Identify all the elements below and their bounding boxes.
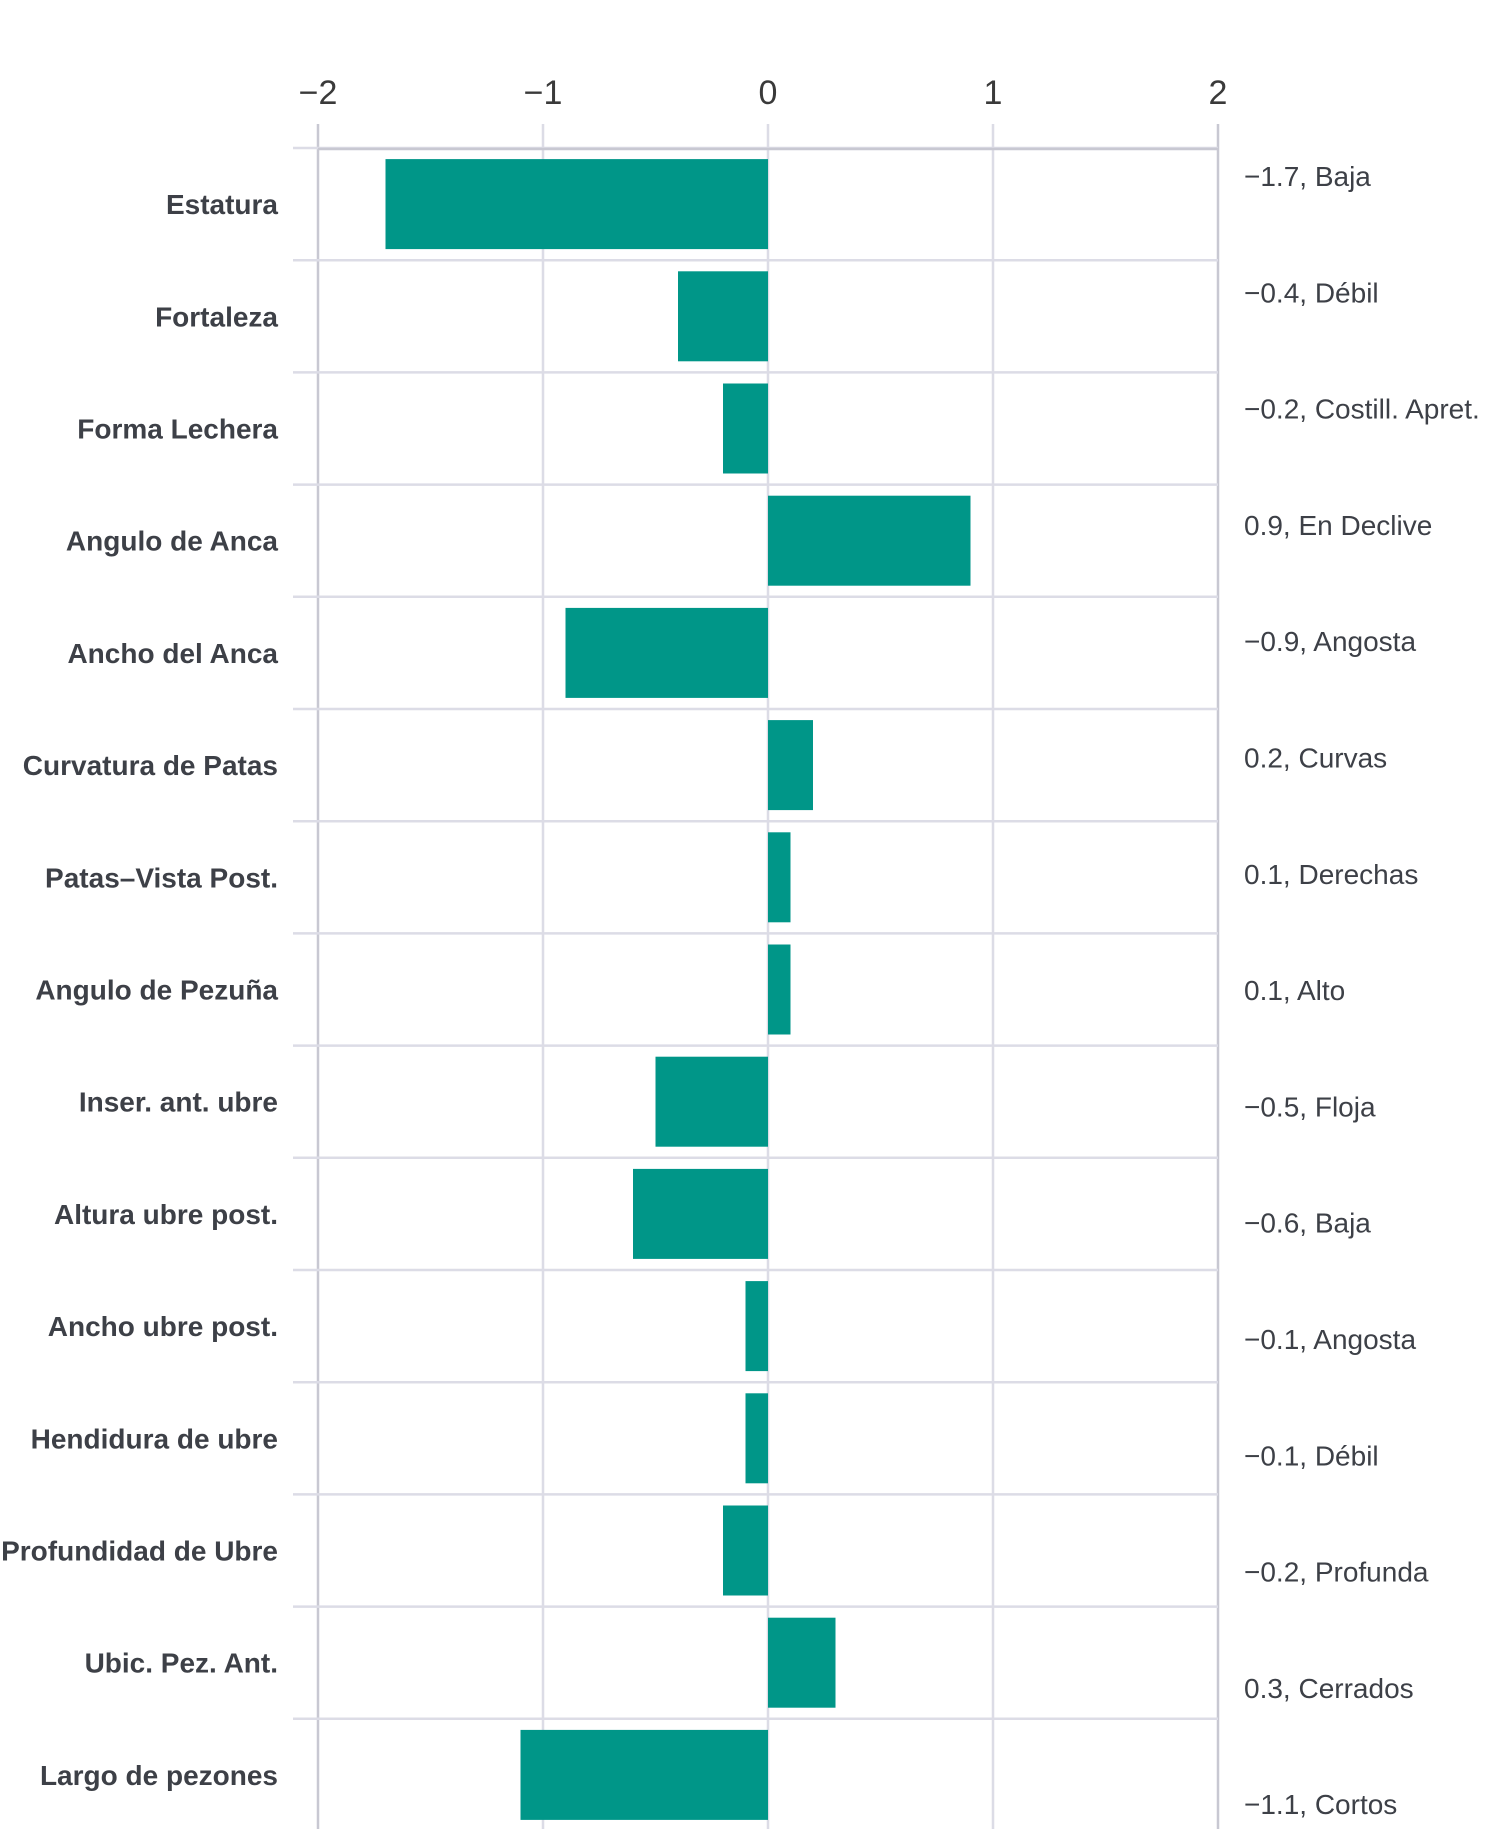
category-label-7: Angulo de Pezuña bbox=[35, 975, 278, 1006]
x-tick-label-1: −1 bbox=[524, 74, 563, 112]
value-label-0: −1.7, Baja bbox=[1244, 161, 1371, 192]
category-label-9: Altura ubre post. bbox=[54, 1199, 278, 1230]
category-label-5: Curvatura de Patas bbox=[23, 750, 278, 781]
value-label-6: 0.1, Derechas bbox=[1244, 859, 1418, 890]
bar-11 bbox=[745, 1393, 768, 1484]
value-label-3: 0.9, En Declive bbox=[1244, 510, 1432, 541]
value-label-2: −0.2, Costill. Apret. bbox=[1244, 394, 1480, 425]
value-label-5: 0.2, Curvas bbox=[1244, 743, 1387, 774]
bar-10 bbox=[745, 1281, 768, 1372]
category-label-11: Hendidura de ubre bbox=[31, 1423, 278, 1454]
value-label-9: −0.6, Baja bbox=[1244, 1208, 1371, 1239]
x-tick-label-4: 2 bbox=[1209, 74, 1228, 112]
bar-0 bbox=[385, 159, 768, 250]
bars-layer bbox=[385, 159, 971, 1820]
bar-13 bbox=[768, 1617, 836, 1708]
category-label-6: Patas–Vista Post. bbox=[45, 862, 278, 893]
value-label-4: −0.9, Angosta bbox=[1244, 626, 1416, 657]
category-label-1: Fortaleza bbox=[155, 301, 278, 332]
x-tick-label-3: 1 bbox=[984, 74, 1003, 112]
x-tick-label-0: −2 bbox=[299, 74, 338, 112]
value-label-11: −0.1, Débil bbox=[1244, 1440, 1379, 1471]
bar-4 bbox=[565, 607, 768, 698]
value-label-7: 0.1, Alto bbox=[1244, 975, 1345, 1006]
bar-1 bbox=[678, 271, 768, 362]
bar-7 bbox=[768, 944, 791, 1035]
value-label-1: −0.4, Débil bbox=[1244, 277, 1379, 308]
value-label-8: −0.5, Floja bbox=[1244, 1091, 1376, 1122]
category-label-12: Profundidad de Ubre bbox=[1, 1536, 278, 1567]
bar-6 bbox=[768, 832, 791, 923]
bar-12 bbox=[723, 1505, 768, 1596]
category-label-0: Estatura bbox=[166, 189, 278, 220]
category-label-14: Largo de pezones bbox=[40, 1760, 278, 1791]
bar-2 bbox=[723, 383, 768, 474]
category-label-2: Forma Lechera bbox=[77, 414, 278, 445]
category-label-8: Inser. ant. ubre bbox=[79, 1087, 278, 1118]
value-label-10: −0.1, Angosta bbox=[1244, 1324, 1416, 1355]
labels-layer: −2 −1 0 1 2 Estatura −1.7, Baja Fortaleza −0.4, … bbox=[1, 74, 1480, 1820]
bar-9 bbox=[633, 1168, 768, 1259]
bar-8 bbox=[655, 1056, 768, 1147]
bar-3 bbox=[768, 495, 971, 586]
category-label-3: Angulo de Anca bbox=[66, 526, 279, 557]
bar-5 bbox=[768, 720, 813, 811]
x-tick-label-2: 0 bbox=[759, 74, 778, 112]
value-label-14: −1.1, Cortos bbox=[1244, 1789, 1397, 1820]
category-label-10: Ancho ubre post. bbox=[48, 1311, 278, 1342]
value-label-13: 0.3, Cerrados bbox=[1244, 1673, 1414, 1704]
category-label-4: Ancho del Anca bbox=[67, 638, 278, 669]
bar-14 bbox=[520, 1729, 768, 1820]
value-label-12: −0.2, Profunda bbox=[1244, 1557, 1429, 1588]
category-label-13: Ubic. Pez. Ant. bbox=[85, 1648, 278, 1679]
